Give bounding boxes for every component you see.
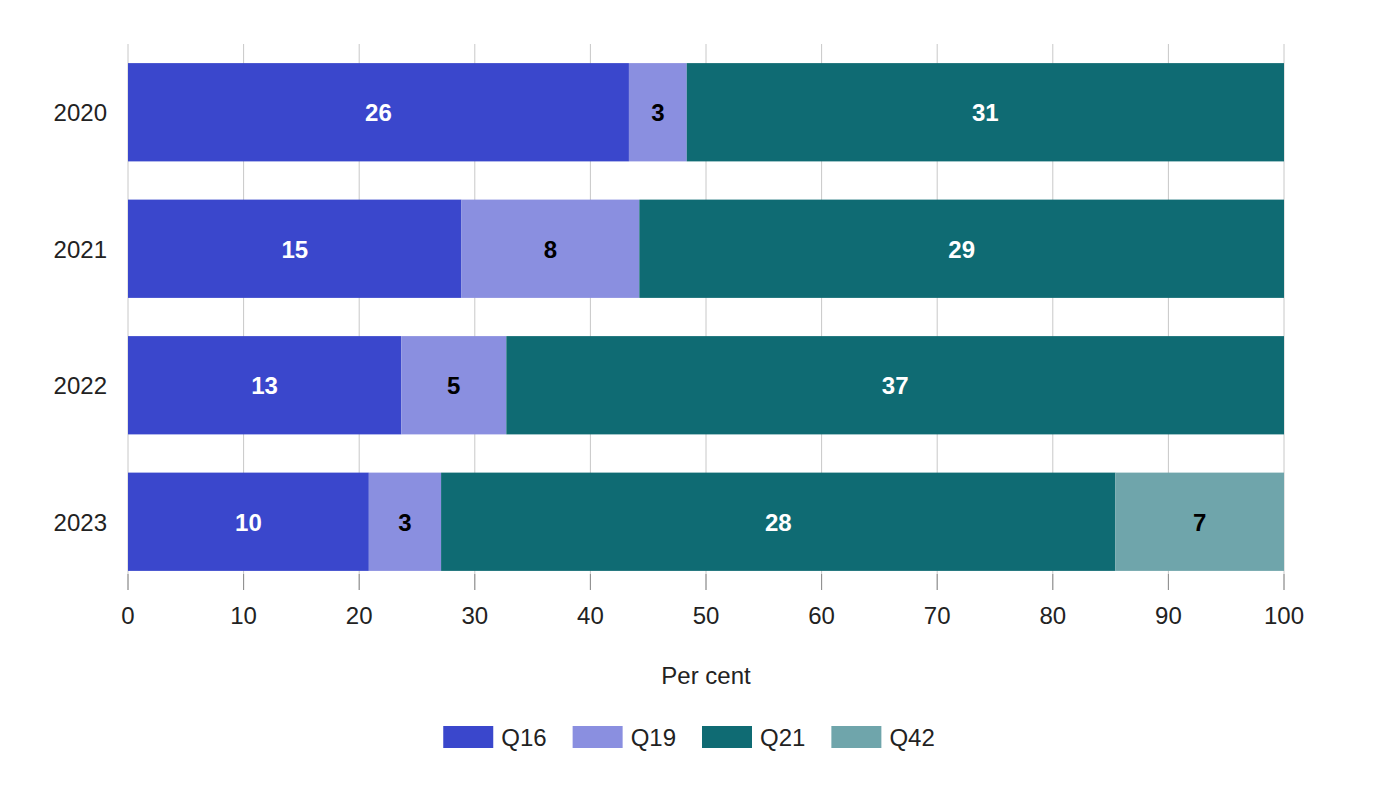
bar-segment — [128, 336, 401, 434]
tick-label: 60 — [808, 602, 835, 629]
tick-label: 90 — [1155, 602, 1182, 629]
data-label: 7 — [1193, 509, 1206, 536]
data-label: 26 — [365, 99, 392, 126]
chart: 0102030405060708090100263311582913537103… — [0, 0, 1378, 790]
data-label: 15 — [281, 236, 308, 263]
bars — [128, 63, 1284, 571]
tick-mark — [706, 574, 707, 590]
legend: Q16 Q19 Q21 Q42 — [443, 724, 935, 751]
tick-mark — [128, 574, 129, 590]
category-label: 2022 — [54, 372, 107, 399]
bar-segment — [506, 336, 1284, 434]
data-label: 28 — [765, 509, 792, 536]
bar-segment — [639, 200, 1284, 298]
data-label: 37 — [882, 372, 909, 399]
bar-segment — [369, 473, 441, 571]
legend-swatch — [702, 726, 752, 748]
category-label: 2020 — [54, 99, 107, 126]
tick-label: 0 — [121, 602, 134, 629]
legend-swatch — [831, 726, 881, 748]
bar-segment — [128, 473, 369, 571]
tick-label: 70 — [924, 602, 951, 629]
tick-mark — [821, 574, 822, 590]
data-label: 8 — [544, 236, 557, 263]
legend-label: Q16 — [501, 724, 546, 751]
tick-mark — [937, 574, 938, 590]
bar-segment — [401, 336, 506, 434]
tick-label: 100 — [1264, 602, 1304, 629]
bar-segment — [441, 473, 1115, 571]
legend-label: Q42 — [889, 724, 934, 751]
data-label: 3 — [651, 99, 664, 126]
tick-mark — [1284, 574, 1285, 590]
category-label: 2023 — [54, 509, 107, 536]
data-label: 13 — [251, 372, 278, 399]
data-label: 29 — [948, 236, 975, 263]
data-label: 3 — [398, 509, 411, 536]
legend-swatch — [443, 726, 493, 748]
bar-segment — [1115, 473, 1284, 571]
axis-title: Per cent — [661, 662, 751, 689]
tick-mark — [474, 574, 475, 590]
tick-label: 10 — [230, 602, 257, 629]
axis-line — [128, 574, 1284, 575]
data-label: 10 — [235, 509, 262, 536]
data-label: 5 — [447, 372, 460, 399]
grid — [128, 44, 1284, 590]
tick-label: 50 — [693, 602, 720, 629]
tick-label: 40 — [577, 602, 604, 629]
legend-label: Q19 — [631, 724, 676, 751]
tick-label: 30 — [461, 602, 488, 629]
category-label: 2021 — [54, 236, 107, 263]
legend-swatch — [573, 726, 623, 748]
tick-label: 80 — [1039, 602, 1066, 629]
bar-segment — [128, 63, 629, 161]
data-labels: 26 3 31 15 8 29 13 5 37 10 3 28 7 — [235, 99, 1206, 536]
tick-label: 20 — [346, 602, 373, 629]
legend-label: Q21 — [760, 724, 805, 751]
bar-segment — [461, 200, 639, 298]
tick-mark — [590, 574, 591, 590]
bar-segment — [629, 63, 687, 161]
bar-segment — [687, 63, 1284, 161]
data-label: 31 — [972, 99, 999, 126]
bar-segment — [128, 200, 461, 298]
tick-mark — [1052, 574, 1053, 590]
tick-mark — [243, 574, 244, 590]
tick-mark — [1168, 574, 1169, 590]
tick-mark — [359, 574, 360, 590]
